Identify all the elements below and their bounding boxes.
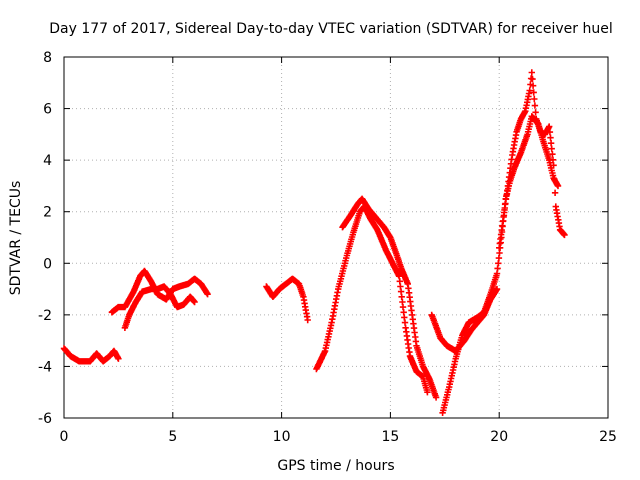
x-tick-label: 25 [599, 429, 617, 445]
series-markers [339, 195, 440, 401]
y-tick-label: 4 [43, 153, 52, 169]
series-layer [60, 69, 568, 416]
y-axis-label: SDTVAR / TECUs [8, 181, 24, 296]
y-tick-label: -6 [38, 411, 52, 427]
x-axis-label: GPS time / hours [277, 458, 394, 474]
series-sat-b [108, 267, 211, 316]
series-sat-i [496, 69, 568, 251]
x-tick-label: 20 [490, 429, 508, 445]
x-tick-label: 5 [168, 429, 177, 445]
series-sat-e [313, 203, 431, 396]
y-tick-label: 6 [43, 102, 52, 118]
y-tick-label: -2 [38, 308, 52, 324]
tick-layer: 0 5 10 15 20 25 -6 -4 -2 0 2 4 6 8 [38, 50, 617, 445]
series-markers [313, 203, 431, 396]
series-markers [108, 267, 211, 316]
series-markers [121, 283, 198, 331]
series-markers [263, 275, 311, 324]
series-sat-d [263, 275, 311, 324]
plot-frame [63, 56, 609, 419]
y-tick-label: 2 [43, 205, 52, 221]
series-markers [60, 345, 122, 365]
x-tick-label: 0 [60, 429, 69, 445]
series-sat-a [60, 345, 122, 365]
x-tick-label: 15 [381, 429, 399, 445]
y-tick-label: 0 [43, 256, 52, 272]
series-markers [439, 113, 562, 416]
series-sat-c [121, 283, 198, 331]
chart-title: Day 177 of 2017, Sidereal Day-to-day VTE… [49, 21, 612, 37]
grid-layer [64, 57, 608, 418]
series-sat-f [339, 195, 440, 401]
series-markers [496, 69, 568, 251]
y-tick-label: -4 [38, 359, 52, 375]
x-tick-label: 10 [273, 429, 291, 445]
series-sat-h [439, 113, 562, 416]
y-tick-label: 8 [43, 50, 52, 66]
